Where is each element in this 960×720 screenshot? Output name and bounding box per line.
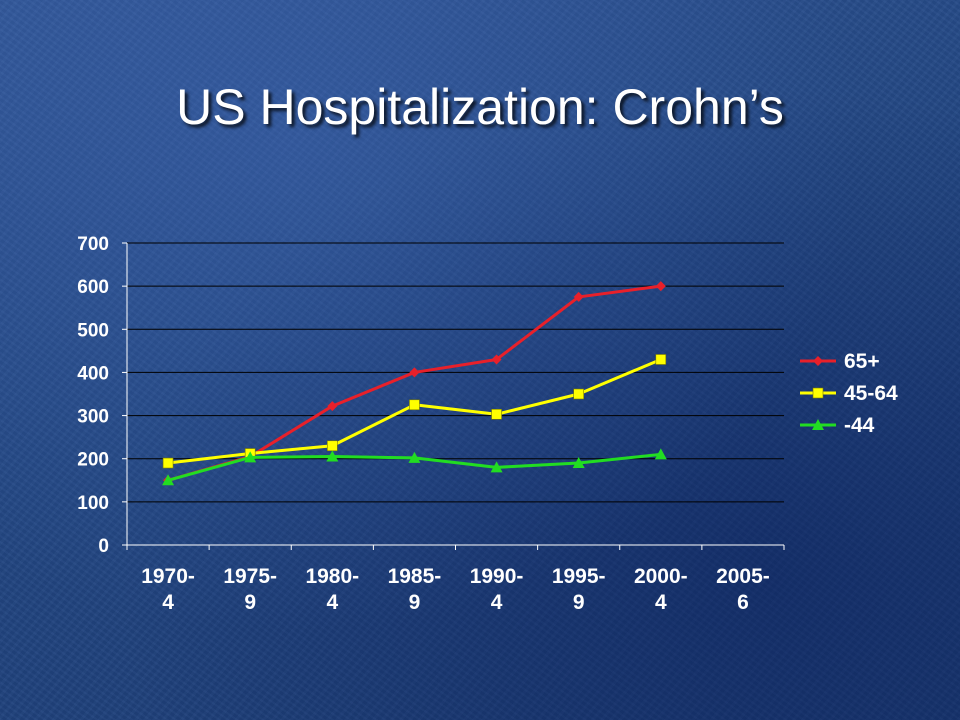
x-tick-label: 2000-4 — [634, 565, 688, 614]
legend-label: -44 — [844, 414, 875, 437]
x-tick-label: 1990-4 — [470, 565, 524, 614]
data-point-0 — [409, 367, 420, 378]
data-point-1 — [409, 399, 420, 411]
y-tick-label: 700 — [77, 234, 109, 255]
data-point-1 — [573, 388, 584, 400]
legend-label: 45-64 — [844, 382, 898, 405]
data-point-0 — [573, 291, 584, 302]
data-point-2 — [408, 451, 421, 463]
y-tick-label: 300 — [77, 407, 109, 428]
data-point-1 — [327, 440, 338, 452]
data-point-0 — [655, 281, 666, 292]
slide-title: US Hospitalization: Crohn’s — [176, 79, 784, 135]
legend-marker-1 — [812, 387, 824, 399]
x-tick-label: 1985-9 — [388, 565, 442, 614]
data-point-2 — [572, 457, 585, 469]
legend-marker-2 — [812, 419, 824, 430]
x-tick-label: 1970-4 — [141, 565, 195, 614]
data-point-0 — [491, 354, 502, 365]
data-point-1 — [655, 354, 667, 365]
legend-label: 65+ — [844, 350, 880, 373]
y-tick-label: 400 — [77, 363, 109, 384]
x-tick-label: 1980-4 — [305, 565, 359, 614]
y-tick-label: 200 — [77, 450, 109, 471]
data-point-2 — [490, 461, 503, 473]
legend-marker-0 — [813, 356, 823, 366]
data-point-1 — [162, 457, 174, 469]
data-point-1 — [491, 408, 502, 420]
series-line-0 — [167, 284, 662, 482]
data-point-2 — [244, 451, 257, 463]
y-tick-label: 600 — [77, 277, 109, 298]
data-point-2 — [654, 448, 667, 460]
data-point-2 — [326, 450, 339, 462]
x-tick-label: 1995-9 — [552, 565, 606, 614]
x-tick-label: 1975-9 — [223, 565, 277, 614]
y-tick-label: 500 — [77, 320, 109, 341]
data-point-2 — [162, 474, 175, 486]
y-tick-label: 100 — [77, 493, 109, 514]
x-tick-label: 2005-6 — [716, 565, 770, 614]
y-tick-label: 0 — [98, 536, 109, 557]
data-point-0 — [327, 401, 338, 412]
